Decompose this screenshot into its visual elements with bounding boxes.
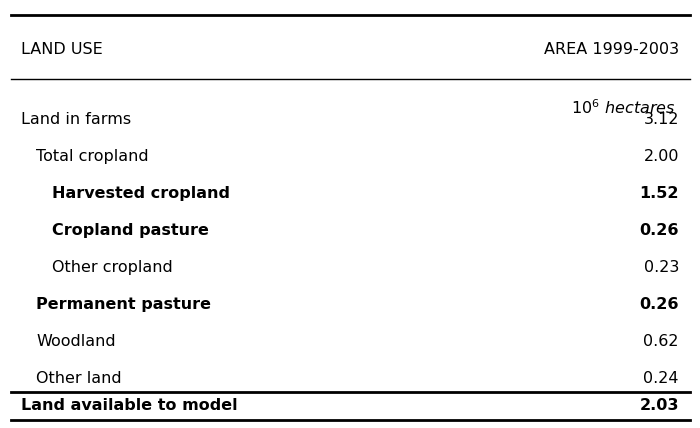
Text: Harvested cropland: Harvested cropland [52, 186, 230, 201]
Text: Other land: Other land [36, 371, 122, 386]
Text: Total cropland: Total cropland [36, 149, 149, 164]
Text: 0.26: 0.26 [640, 223, 679, 238]
Text: Cropland pasture: Cropland pasture [52, 223, 209, 238]
Text: $\mathit{10}^{\mathit{6}}$$\mathit{\ hectares}$: $\mathit{10}^{\mathit{6}}$$\mathit{\ hec… [571, 98, 676, 117]
Text: 2.03: 2.03 [640, 398, 679, 413]
Text: 1.52: 1.52 [640, 186, 679, 201]
Text: AREA 1999-2003: AREA 1999-2003 [544, 42, 679, 57]
Text: Land in farms: Land in farms [21, 112, 131, 128]
Text: 0.23: 0.23 [643, 260, 679, 275]
Text: 2.00: 2.00 [643, 149, 679, 164]
Text: 0.24: 0.24 [643, 371, 679, 386]
Text: 0.62: 0.62 [643, 334, 679, 349]
Text: Permanent pasture: Permanent pasture [36, 297, 211, 312]
Text: Other cropland: Other cropland [52, 260, 173, 275]
Text: 0.26: 0.26 [640, 297, 679, 312]
Text: 3.12: 3.12 [643, 112, 679, 128]
Text: Land available to model: Land available to model [21, 398, 237, 413]
Text: LAND USE: LAND USE [21, 42, 103, 57]
Text: Woodland: Woodland [36, 334, 116, 349]
